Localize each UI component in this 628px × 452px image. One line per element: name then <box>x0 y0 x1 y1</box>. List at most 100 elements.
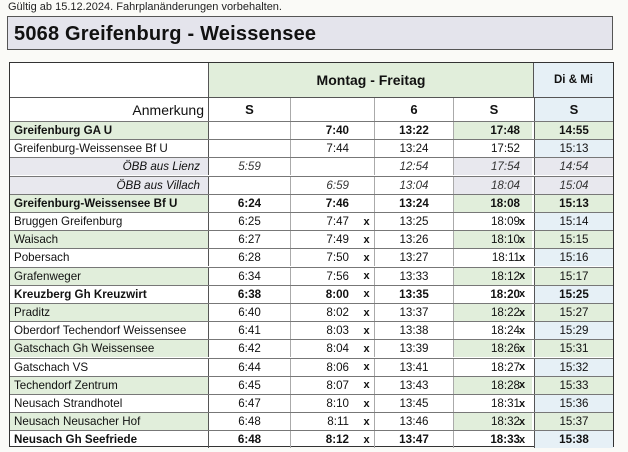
time-col-e: 15:16 <box>534 249 613 267</box>
time-col-e: 15:14 <box>534 213 613 230</box>
time-col-d: 18:12 <box>454 267 532 285</box>
anmerkung-label: Anmerkung <box>10 98 209 121</box>
time-col-a: 6:42 <box>209 340 291 358</box>
request-stop-mark: x <box>518 233 526 246</box>
table-row: Bruggen Greifenburg 6:25 7:47 x 13:25 18:09 x 1… <box>10 212 613 230</box>
time-col-c: 13:46 <box>375 413 454 431</box>
table-row: Greifenburg-Weissensee Bf U 7:44 13:24 17:5… <box>10 139 613 158</box>
table-row: Neusach Neusacher Hof 6:48 8:11 x 13:46 18:32… <box>10 412 613 431</box>
time-col-a: 5:59 <box>209 158 291 176</box>
request-stop-mark <box>513 158 531 175</box>
col-e-header: S <box>534 98 613 121</box>
time-col-e: 15:25 <box>534 285 613 303</box>
stop-name: Oberdorf Techendorf Weissensee <box>10 322 209 340</box>
table-row: Techendorf Zentrum 6:45 8:07 x 13:43 18:28 x 15… <box>10 375 613 394</box>
time-col-a: 6:34 <box>209 267 291 285</box>
route-title: 5068 Greifenburg - Weissensee <box>14 23 317 45</box>
request-stop-mark: x <box>518 361 526 374</box>
time-col-c: 13:24 <box>375 194 454 212</box>
time-col-a: 6:45 <box>209 376 291 394</box>
stop-name: Gatschach VS <box>10 358 209 376</box>
stop-name: Greifenburg-Weissensee Bf U <box>10 140 209 158</box>
time-col-b: 7:44 <box>326 142 349 156</box>
timetable: Montag - Freitag Di & Mi Anmerkung S 6 S… <box>9 62 614 449</box>
request-stop-mark: x <box>518 324 526 337</box>
request-stop-mark: x <box>359 376 375 394</box>
table-row: Neusach Gh Seefriede 6:48 8:12 x 13:47 18:33 x… <box>10 430 613 449</box>
time-col-e: 14:55 <box>534 122 613 139</box>
time-col-c: 13:04 <box>375 176 454 194</box>
time-col-b: 7:47 <box>326 215 349 228</box>
request-stop-mark: x <box>518 215 526 228</box>
time-col-a: 6:25 <box>209 213 291 230</box>
col-b-header <box>291 98 375 121</box>
request-stop-mark: x <box>359 395 375 412</box>
table-row: Greifenburg-Weissensee Bf U 6:24 7:46 13:24… <box>10 193 613 212</box>
request-stop-mark: x <box>359 304 375 321</box>
time-col-b: 8:04 <box>326 342 349 356</box>
time-col-e: 15:13 <box>534 194 613 212</box>
stop-name: Neusach Strandhotel <box>10 395 209 412</box>
time-col-e: 15:04 <box>534 176 613 194</box>
time-col-c: 12:54 <box>375 158 454 176</box>
validity-note: Gültig ab 15.12.2024. Fahrplanänderungen… <box>8 1 282 13</box>
time-col-c: 13:43 <box>375 376 454 394</box>
time-col-d: 18:26 <box>454 340 532 358</box>
time-col-d: 18:32 <box>454 413 532 431</box>
request-stop-mark: x <box>518 306 526 319</box>
time-col-b: 8:11 <box>327 415 349 429</box>
time-col-c: 13:37 <box>375 304 454 321</box>
column-header-row: Anmerkung S 6 S S <box>10 97 613 121</box>
request-stop-mark: x <box>359 413 375 431</box>
time-col-d: 18:09 <box>490 215 520 228</box>
time-col-b: 8:10 <box>326 397 349 410</box>
request-stop-mark: x <box>518 251 526 264</box>
time-col-b: 8:07 <box>326 378 349 392</box>
request-stop-mark <box>513 177 531 194</box>
time-col-c: 13:47 <box>375 431 454 449</box>
time-col-e: 15:36 <box>534 395 613 412</box>
time-col-b: 8:00 <box>325 287 349 301</box>
time-col-d: 18:11 <box>491 251 520 265</box>
stop-name: Kreuzberg Gh Kreuzwirt <box>10 285 209 303</box>
request-stop-mark <box>359 158 375 176</box>
time-col-c: 13:26 <box>375 231 454 249</box>
table-row: Greifenburg GA U 7:40 13:22 17:48 14:55 <box>10 121 613 139</box>
title-banner: 5068 Greifenburg - Weissensee <box>7 16 613 50</box>
table-row: Neusach Strandhotel 6:47 8:10 x 13:45 18:31 x 1… <box>10 394 613 412</box>
time-col-e: 14:54 <box>534 158 613 176</box>
time-col-b: 7:49 <box>326 233 349 247</box>
time-col-b: 7:40 <box>325 124 349 137</box>
stop-name: Pobersach <box>10 249 209 267</box>
table-row: Grafenweger 6:34 7:56 x 13:33 18:12 x 15:17 <box>10 266 613 285</box>
time-col-e: 15:37 <box>534 413 613 431</box>
time-col-d: 18:10 <box>454 231 532 249</box>
col-a-header: S <box>209 98 291 121</box>
time-col-c: 13:25 <box>375 213 454 230</box>
time-col-a: 6:24 <box>209 194 291 212</box>
time-col-e: 15:31 <box>534 340 613 358</box>
request-stop-mark <box>359 140 375 158</box>
group-header-row: Montag - Freitag Di & Mi <box>10 63 613 97</box>
request-stop-mark: x <box>518 397 526 410</box>
request-stop-mark: x <box>359 358 375 376</box>
header-empty <box>10 63 209 97</box>
time-col-b: 7:56 <box>326 269 349 283</box>
time-col-a: 6:38 <box>209 285 291 303</box>
time-col-e: 15:15 <box>534 231 613 249</box>
request-stop-mark: x <box>518 415 526 428</box>
request-stop-mark: x <box>518 433 526 446</box>
time-col-a: 6:27 <box>209 231 291 249</box>
time-col-d: 17:48 <box>454 122 532 139</box>
stop-name: ÖBB aus Villach <box>10 176 209 194</box>
table-row: Kreuzberg Gh Kreuzwirt 6:38 8:00 x 13:35 18:2… <box>10 284 613 303</box>
stop-name: Gatschach Gh Weissensee <box>10 340 209 358</box>
stop-name: Techendorf Zentrum <box>10 376 209 394</box>
time-col-c: 13:35 <box>375 285 454 303</box>
time-col-c: 13:22 <box>375 122 454 139</box>
table-row: Gatschach VS 6:44 8:06 x 13:41 18:27 x 15:32 <box>10 357 613 376</box>
request-stop-mark: x <box>518 288 526 301</box>
time-col-d: 18:24 <box>490 324 520 338</box>
time-col-c: 13:41 <box>375 358 454 376</box>
time-col-e: 15:27 <box>534 304 613 321</box>
